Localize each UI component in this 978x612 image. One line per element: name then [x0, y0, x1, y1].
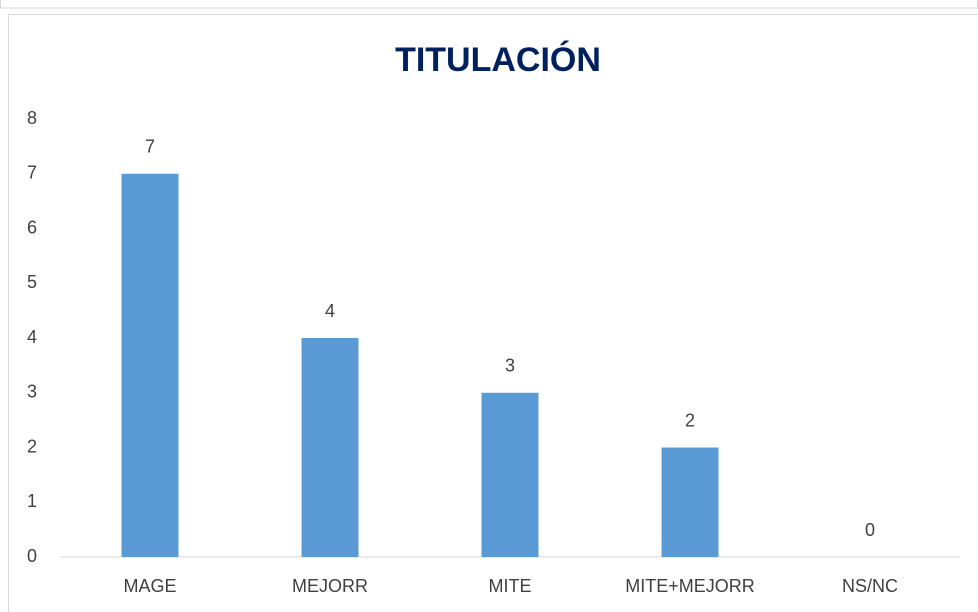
bar: [121, 173, 179, 557]
frame-top: [0, 0, 978, 9]
x-tick-label: MITE: [489, 576, 532, 596]
x-tick-label: NS/NC: [842, 576, 898, 596]
data-label: 4: [325, 301, 335, 321]
bar: [301, 338, 359, 557]
x-tick-label: MITE+MEJORR: [625, 576, 755, 596]
bar: [481, 392, 539, 557]
x-tick-label: MAGE: [123, 576, 176, 596]
chart-frame: [8, 14, 978, 612]
x-tick-label: MEJORR: [292, 576, 368, 596]
y-tick-label: 0: [27, 546, 37, 566]
y-tick-label: 4: [27, 327, 37, 347]
data-label: 7: [145, 137, 155, 157]
data-label: 3: [505, 356, 515, 376]
data-label: 2: [685, 410, 695, 430]
y-tick-label: 1: [27, 491, 37, 511]
y-tick-label: 3: [27, 382, 37, 402]
bar: [661, 447, 719, 557]
y-tick-label: 7: [27, 163, 37, 183]
y-tick-label: 2: [27, 436, 37, 456]
y-tick-label: 8: [27, 108, 37, 128]
data-label: 0: [865, 520, 875, 540]
chart-title: TITULACIÓN: [395, 41, 601, 79]
y-tick-label: 5: [27, 272, 37, 292]
y-tick-label: 6: [27, 217, 37, 237]
